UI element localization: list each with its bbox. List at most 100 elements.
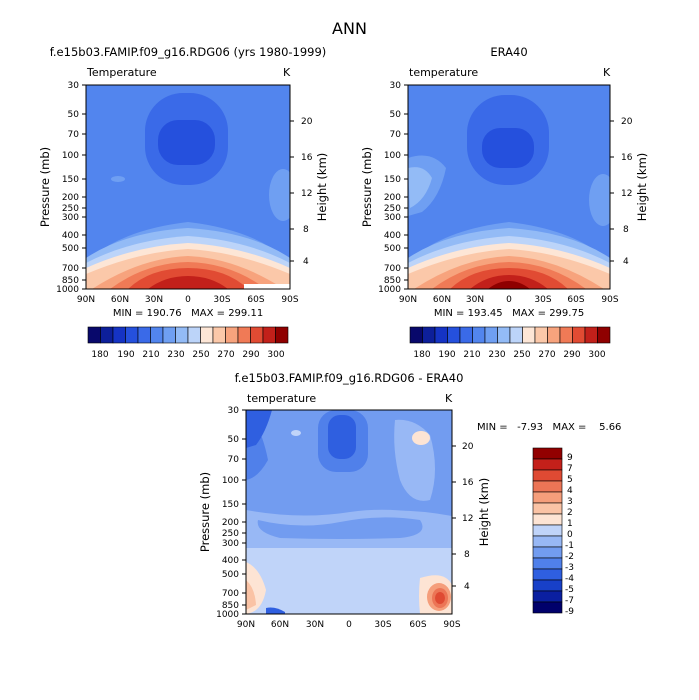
obs-cb-label-290: 290: [563, 350, 580, 360]
obs-colorbar-swatch-5: [472, 326, 486, 344]
diff-upper-nh-strong: [246, 410, 272, 448]
obs-colorbar-swatch-8: [509, 326, 523, 344]
diff-ytick-200: 200: [222, 518, 239, 528]
model-cb-label-210: 210: [142, 350, 159, 360]
model-ytick-200: 200: [62, 193, 79, 203]
model-variable-label: Temperature: [86, 66, 157, 79]
diff-xtick-30s: 30S: [374, 620, 391, 630]
diff-colorbar-swatch-4: [532, 491, 563, 504]
model-ytick-30: 30: [68, 81, 80, 91]
diff-stats: MIN = -7.93 MAX = 5.66: [477, 422, 621, 433]
obs-cb-label-180: 180: [413, 350, 430, 360]
diff-ytick-700: 700: [222, 589, 239, 599]
obs-colorbar-swatch-7: [497, 326, 511, 344]
model-htick-20: 20: [301, 117, 313, 127]
obs-ytick-1000: 1000: [378, 285, 401, 295]
model-ytick-250: 250: [62, 204, 79, 214]
diff-xtick-90s: 90S: [443, 620, 460, 630]
diff-plot-frame: [245, 409, 453, 615]
diff-tropical-cold-inner: [328, 415, 356, 459]
model-cb-label-190: 190: [117, 350, 134, 360]
diff-colorbar-swatch-3: [532, 480, 563, 493]
diff-sh-warm-l4: [435, 592, 445, 604]
page-title: ANN: [332, 19, 367, 38]
obs-colorbar-swatch-11: [547, 326, 561, 344]
obs-cb-label-300: 300: [588, 350, 605, 360]
model-ytick-1000: 1000: [56, 285, 79, 295]
obs-cold-core-inner: [482, 128, 534, 168]
diff-htick-16: 16: [462, 478, 474, 488]
model-colorbar-swatch-5: [150, 326, 164, 344]
obs-htick-16: 16: [621, 153, 633, 163]
obs-ytick-250: 250: [384, 204, 401, 214]
model-colorbar-swatch-1: [100, 326, 114, 344]
obs-xtick-30s: 30S: [534, 295, 551, 305]
obs-ytick-300: 300: [384, 213, 401, 223]
diff-ytick-1000: 1000: [216, 610, 239, 620]
obs-ytick-150: 150: [384, 175, 401, 185]
obs-contour-field: [408, 85, 610, 289]
diff-sh-warm-patch: [412, 431, 430, 445]
diff-htick-8: 8: [464, 550, 470, 560]
diff-ytick-300: 300: [222, 539, 239, 549]
obs-colorbar-swatch-10: [534, 326, 548, 344]
obs-ytick-400: 400: [384, 231, 401, 241]
obs-panel: ERA40 temperature K 30 50 70 100: [360, 45, 649, 360]
diff-cb-label-m5: -5: [565, 585, 574, 595]
model-htick-16: 16: [301, 153, 313, 163]
model-colorbar-swatch-15: [275, 326, 289, 344]
model-plot-frame: [85, 84, 291, 290]
diff-colorbar-swatch-13: [532, 590, 563, 603]
diff-cb-label-1: 1: [567, 519, 573, 529]
model-xtick-90n: 90N: [77, 295, 95, 305]
model-colorbar-swatch-3: [125, 326, 139, 344]
obs-ytick-70: 70: [390, 130, 402, 140]
diff-colorbar-swatch-6: [532, 513, 563, 526]
obs-lat-axis: 90N 60N 30N 0 30S 60S 90S: [399, 295, 619, 305]
diff-cb-label-m2: -2: [565, 552, 574, 562]
obs-ytick-700: 700: [384, 264, 401, 274]
diff-nh-warm-lower-2: [246, 580, 256, 610]
model-htick-4: 4: [303, 257, 309, 267]
obs-cb-label-250: 250: [513, 350, 530, 360]
obs-htick-20: 20: [621, 117, 633, 127]
model-xtick-30n: 30N: [145, 295, 163, 305]
diff-ytick-850: 850: [222, 601, 239, 611]
diff-cb-label-m3: -3: [565, 563, 574, 573]
diff-colorbar-swatch-8: [532, 535, 563, 548]
obs-band-l10: [488, 281, 530, 289]
diff-cb-label-0: 0: [567, 530, 573, 540]
obs-colorbar-swatch-0: [409, 326, 423, 344]
model-title: f.e15b03.FAMIP.f09_g16.RDG06 (yrs 1980-1…: [50, 45, 327, 59]
diff-ytick-70: 70: [228, 455, 240, 465]
diff-xtick-90n: 90N: [237, 620, 255, 630]
diff-title: f.e15b03.FAMIP.f09_g16.RDG06 - ERA40: [235, 371, 464, 385]
diff-ytick-150: 150: [222, 500, 239, 510]
model-ytick-400: 400: [62, 231, 79, 241]
diff-htick-12: 12: [462, 514, 473, 524]
model-colorbar-swatch-10: [212, 326, 226, 344]
model-colorbar-swatch-6: [162, 326, 176, 344]
diff-panel: f.e15b03.FAMIP.f09_g16.RDG06 - ERA40 tem…: [198, 371, 621, 630]
diff-units-label: K: [445, 392, 453, 405]
model-ytick-100: 100: [62, 151, 79, 161]
model-ytick-150: 150: [62, 175, 79, 185]
obs-colorbar: 180 190 210 230 250 270 290 300: [409, 326, 611, 360]
model-xtick-60n: 60N: [111, 295, 129, 305]
model-band-l9: [148, 276, 228, 289]
obs-xtick-60s: 60S: [567, 295, 584, 305]
diff-height-axis-label: Height (km): [477, 478, 491, 547]
diff-xtick-60n: 60N: [271, 620, 289, 630]
diff-colorbar-swatch-1: [532, 458, 563, 471]
diff-cb-label-7: 7: [567, 464, 573, 474]
diff-colorbar-swatch-12: [532, 579, 563, 592]
obs-xtick-60n: 60N: [433, 295, 451, 305]
model-htick-12: 12: [301, 189, 312, 199]
obs-xtick-0: 0: [506, 295, 512, 305]
diff-y-axis-label: Pressure (mb): [198, 472, 212, 552]
diff-cb-label-2: 2: [567, 508, 573, 518]
model-ytick-300: 300: [62, 213, 79, 223]
obs-cb-label-270: 270: [538, 350, 555, 360]
model-colorbar-swatch-12: [237, 326, 251, 344]
model-polar-light: [269, 169, 290, 221]
